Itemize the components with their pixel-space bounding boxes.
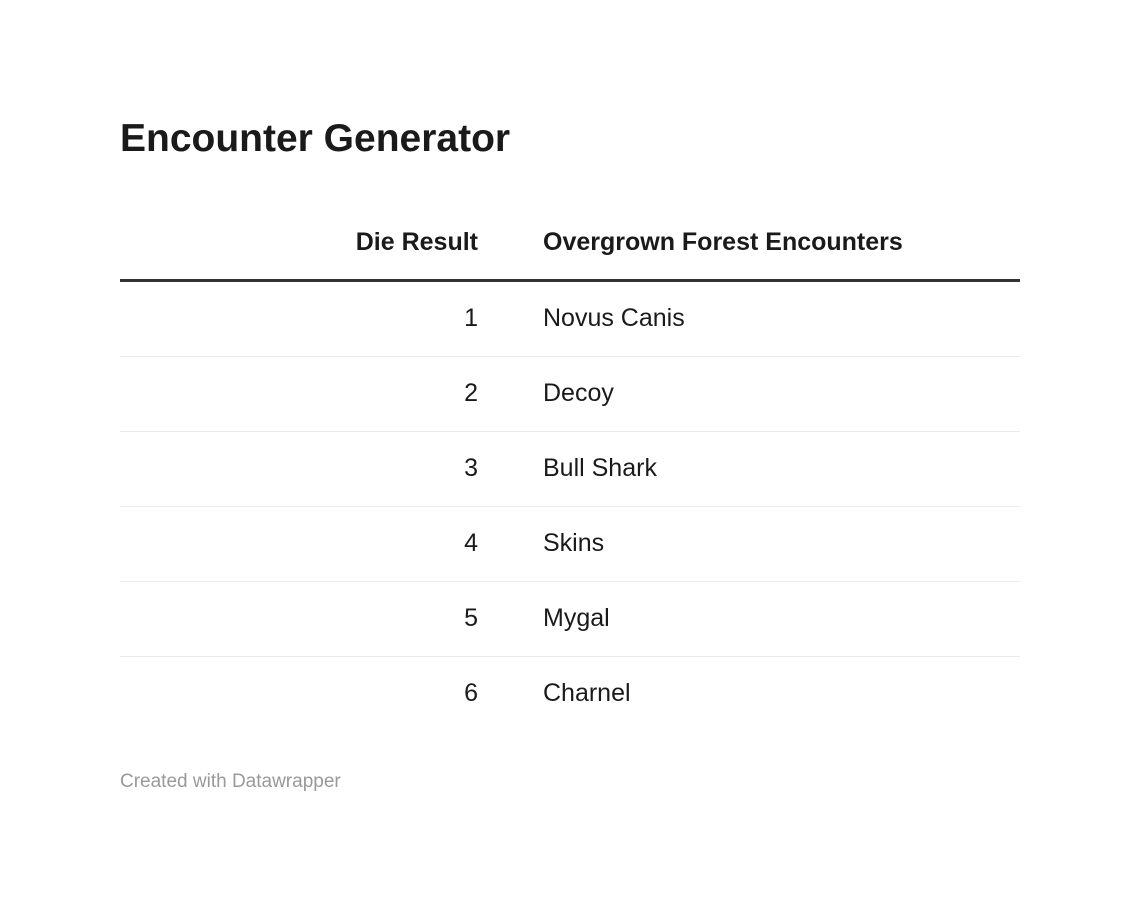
- datawrapper-credit-link[interactable]: Created with Datawrapper: [120, 770, 341, 792]
- footer: Created with Datawrapper: [120, 771, 1020, 794]
- column-header-encounters: Overgrown Forest Encounters: [478, 206, 1020, 282]
- die-result-cell: 5: [120, 581, 478, 657]
- encounter-cell: Decoy: [478, 356, 1020, 432]
- die-result-cell: 2: [120, 356, 478, 432]
- encounter-cell: Charnel: [543, 678, 631, 707]
- die-result-cell: 3: [120, 431, 478, 507]
- table-row: 6 Charnel: [120, 656, 1020, 731]
- table-row: 1 Novus Canis: [120, 280, 1020, 357]
- table-row: 4 Skins: [120, 506, 1020, 582]
- chart-title: Encounter Generator: [120, 117, 511, 160]
- encounter-cell: Mygal: [478, 581, 1020, 657]
- table-row: 2 Decoy: [120, 356, 1020, 432]
- encounter-cell: Bull Shark: [478, 431, 1020, 507]
- die-result-cell: 4: [120, 506, 478, 582]
- encounter-table: Die Result Overgrown Forest Encounters 1…: [120, 206, 1020, 731]
- die-result-cell: 1: [120, 280, 478, 357]
- table-row: 3 Bull Shark: [120, 431, 1020, 507]
- column-header-die-result: Die Result: [120, 206, 478, 282]
- table-header-row: Die Result Overgrown Forest Encounters: [120, 206, 1020, 282]
- die-result-cell: 6: [464, 678, 478, 707]
- encounter-cell: Novus Canis: [478, 280, 1020, 357]
- datawrapper-embed: Encounter Generator Die Result Overgrown…: [120, 117, 1020, 794]
- encounter-cell: Skins: [478, 506, 1020, 582]
- table-row: 5 Mygal: [120, 581, 1020, 657]
